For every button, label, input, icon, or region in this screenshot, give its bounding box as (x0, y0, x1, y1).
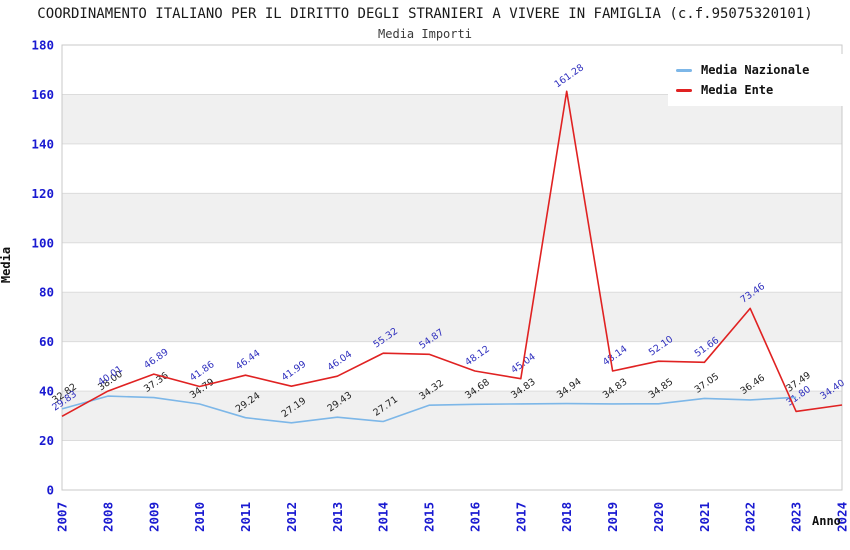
series-line-media-nazionale (61, 395, 797, 424)
x-tick-label: 2023 (789, 502, 804, 532)
value-label-media-ente: 48.12 (463, 344, 492, 369)
legend-item-media-ente: Media Ente (676, 80, 850, 100)
series-line-media-ente (61, 90, 843, 418)
y-tick-label: 120 (31, 186, 54, 201)
legend-swatch-icon (676, 68, 692, 72)
y-axis-title: Media (0, 246, 13, 284)
legend-label: Media Nazionale (701, 63, 810, 77)
chart-title: COORDINAMENTO ITALIANO PER IL DIRITTO DE… (37, 6, 813, 22)
x-tick-label: 2008 (100, 502, 115, 532)
x-tick-label: 2020 (651, 502, 666, 532)
y-tick-label: 20 (39, 433, 54, 448)
y-tick-label: 140 (31, 136, 54, 151)
legend-item-media-nazionale: Media Nazionale (676, 60, 850, 80)
x-tick-label: 2012 (284, 502, 299, 532)
x-tick-label: 2017 (513, 502, 528, 532)
x-tick-label: 2014 (376, 502, 391, 532)
chart-subtitle: Media Importi (378, 27, 472, 41)
x-tick-label: 2024 (835, 502, 850, 532)
x-tick-label: 2021 (697, 502, 712, 532)
y-tick-label: 40 (39, 384, 54, 399)
y-tick-label: 100 (31, 235, 54, 250)
x-tick-label: 2010 (192, 502, 207, 532)
y-tick-label: 160 (31, 87, 54, 102)
x-tick-label: 2019 (605, 502, 620, 532)
y-tick-label: 180 (31, 38, 54, 53)
legend-label: Media Ente (701, 83, 774, 97)
y-tick-label: 0 (46, 483, 54, 498)
y-tick-label: 60 (39, 334, 54, 349)
x-tick-label: 2013 (330, 502, 345, 532)
y-tick-label: 80 (39, 285, 54, 300)
x-tick-label: 2007 (55, 502, 70, 532)
plot-frame (61, 44, 843, 491)
x-tick-label: 2018 (559, 502, 574, 532)
background-band (62, 292, 842, 342)
value-label-media-ente: 46.44 (234, 348, 263, 373)
x-tick-label: 2015 (422, 502, 437, 532)
value-label-media-ente: 48.14 (601, 344, 630, 369)
value-label-media-ente: 41.99 (280, 359, 309, 384)
x-tick-label: 2009 (146, 502, 161, 532)
value-label-media-ente: 161.28 (552, 62, 586, 90)
x-tick-label: 2016 (467, 502, 482, 532)
legend: Media Nazionale Media Ente (668, 54, 850, 106)
x-tick-label: 2022 (743, 502, 758, 532)
x-axis-title: Anno (812, 514, 841, 528)
legend-swatch-icon (676, 88, 692, 92)
x-tick-label: 2011 (238, 502, 253, 532)
background-band (62, 193, 842, 243)
value-label-media-ente: 46.89 (142, 347, 171, 372)
